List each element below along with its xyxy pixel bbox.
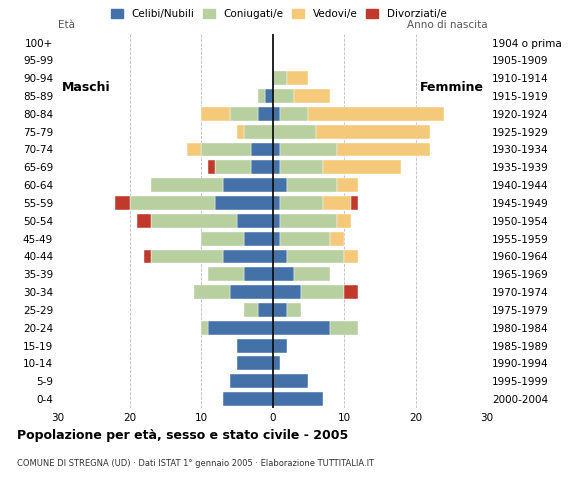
Bar [273, 374, 309, 388]
Bar [244, 267, 273, 281]
Bar [273, 232, 280, 246]
Bar [287, 178, 337, 192]
Bar [287, 71, 309, 85]
Bar [273, 392, 322, 406]
Bar [201, 321, 208, 335]
Bar [273, 196, 280, 210]
Bar [309, 107, 444, 121]
Bar [244, 232, 273, 246]
Bar [244, 125, 273, 139]
Text: Femmine: Femmine [419, 81, 484, 94]
Bar [208, 321, 273, 335]
Bar [258, 303, 273, 317]
Bar [151, 250, 223, 264]
Bar [237, 339, 273, 352]
Bar [273, 178, 287, 192]
Bar [223, 392, 273, 406]
Bar [280, 232, 330, 246]
Bar [201, 232, 244, 246]
Text: Anno di nascita: Anno di nascita [407, 20, 487, 30]
Text: COMUNE DI STREGNA (UD) · Dati ISTAT 1° gennaio 2005 · Elaborazione TUTTITALIA.IT: COMUNE DI STREGNA (UD) · Dati ISTAT 1° g… [17, 458, 375, 468]
Bar [258, 107, 273, 121]
Bar [208, 160, 215, 174]
Bar [280, 196, 322, 210]
Bar [151, 214, 237, 228]
Bar [237, 357, 273, 371]
Bar [144, 250, 151, 264]
Bar [294, 267, 330, 281]
Bar [273, 267, 294, 281]
Bar [237, 214, 273, 228]
Bar [273, 160, 280, 174]
Bar [258, 89, 266, 103]
Bar [287, 250, 344, 264]
Bar [351, 196, 358, 210]
Bar [330, 321, 358, 335]
Bar [273, 125, 316, 139]
Bar [280, 143, 337, 156]
Bar [322, 196, 351, 210]
Bar [187, 143, 201, 156]
Bar [273, 357, 280, 371]
Bar [273, 285, 301, 299]
Bar [273, 214, 280, 228]
Bar [330, 232, 344, 246]
Text: Età: Età [58, 20, 75, 30]
Bar [280, 107, 309, 121]
Bar [230, 374, 273, 388]
Text: Maschi: Maschi [61, 81, 110, 94]
Bar [344, 250, 358, 264]
Bar [280, 160, 322, 174]
Bar [273, 71, 287, 85]
Bar [251, 160, 273, 174]
Bar [115, 196, 129, 210]
Bar [294, 89, 330, 103]
Bar [208, 267, 244, 281]
Bar [344, 285, 358, 299]
Bar [273, 89, 294, 103]
Bar [215, 196, 273, 210]
Bar [273, 321, 330, 335]
Bar [251, 143, 273, 156]
Bar [301, 285, 344, 299]
Bar [230, 107, 258, 121]
Bar [273, 339, 287, 352]
Bar [201, 107, 230, 121]
Bar [223, 178, 273, 192]
Bar [273, 107, 280, 121]
Bar [266, 89, 273, 103]
Bar [137, 214, 151, 228]
Bar [223, 250, 273, 264]
Bar [273, 303, 287, 317]
Bar [129, 196, 215, 210]
Bar [244, 303, 258, 317]
Bar [273, 250, 287, 264]
Bar [230, 285, 273, 299]
Bar [151, 178, 223, 192]
Text: Popolazione per età, sesso e stato civile - 2005: Popolazione per età, sesso e stato civil… [17, 429, 349, 442]
Bar [337, 214, 351, 228]
Legend: Celibi/Nubili, Coniugati/e, Vedovi/e, Divorziati/e: Celibi/Nubili, Coniugati/e, Vedovi/e, Di… [106, 5, 451, 24]
Bar [280, 214, 337, 228]
Bar [322, 160, 401, 174]
Bar [194, 285, 230, 299]
Bar [273, 143, 280, 156]
Bar [337, 143, 430, 156]
Bar [201, 143, 251, 156]
Bar [215, 160, 251, 174]
Bar [337, 178, 358, 192]
Bar [287, 303, 301, 317]
Bar [316, 125, 430, 139]
Bar [237, 125, 244, 139]
